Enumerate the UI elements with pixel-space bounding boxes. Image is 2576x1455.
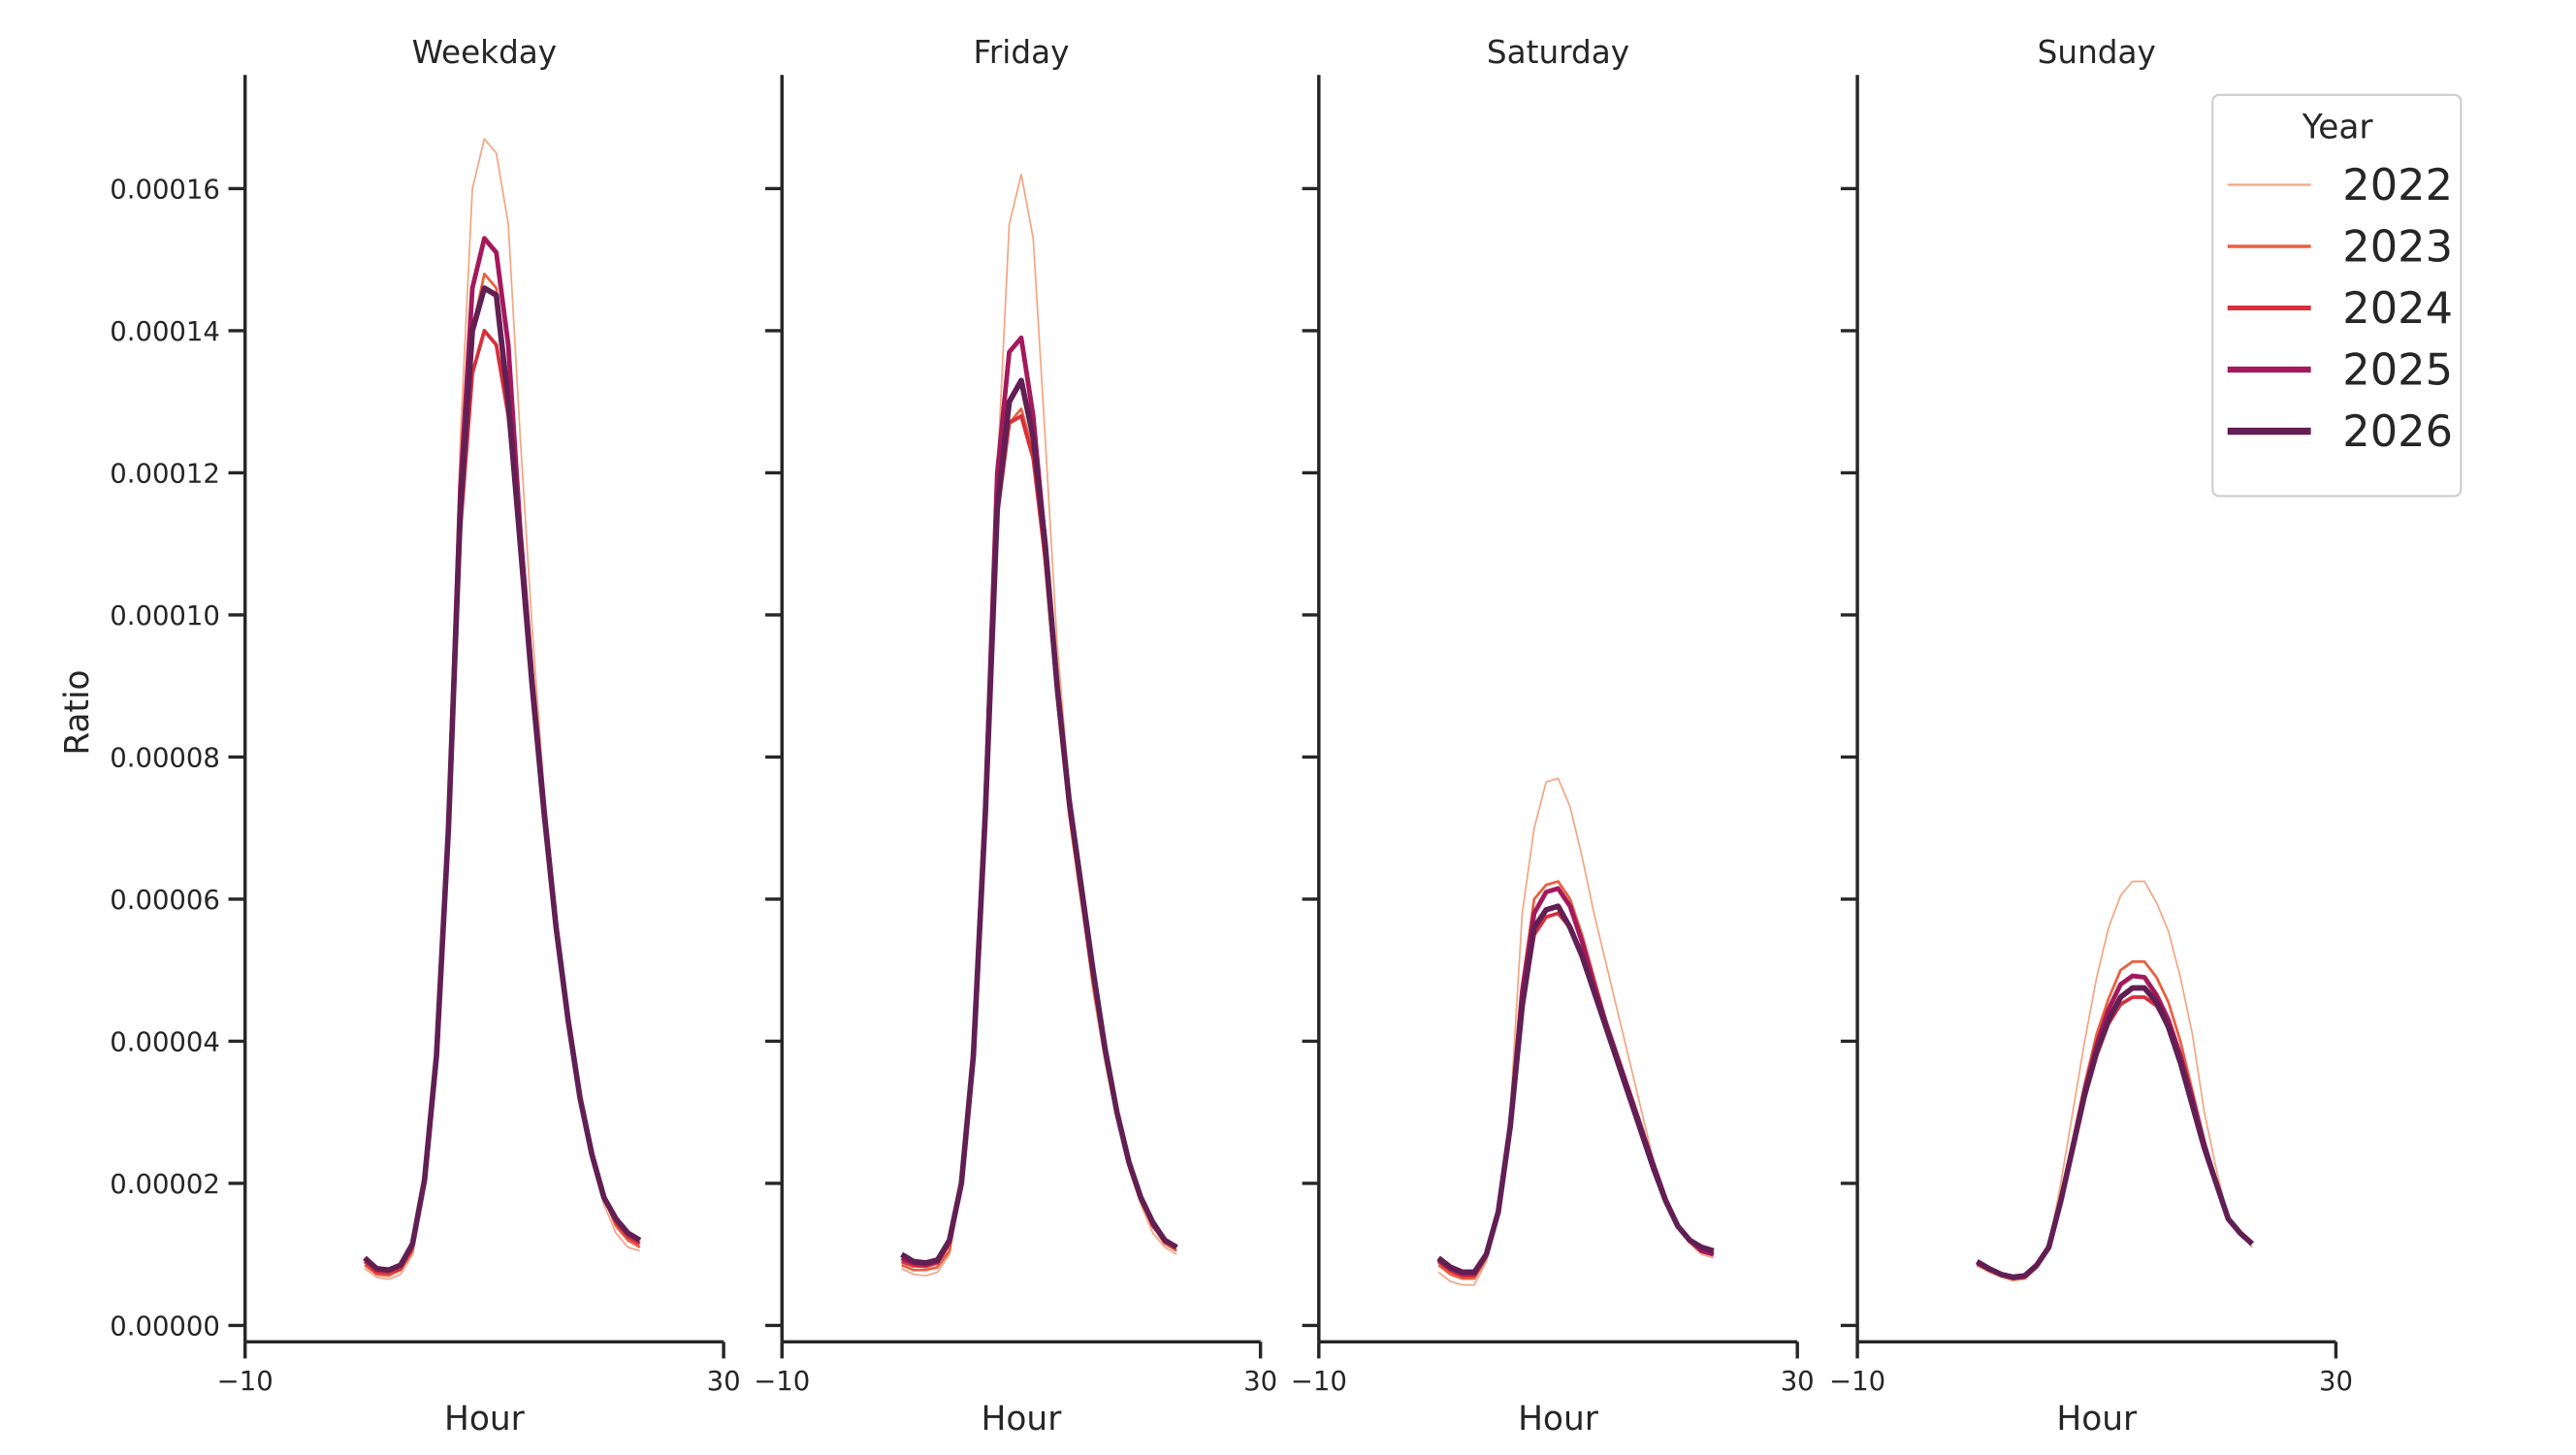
series-line: [1975, 985, 2255, 1280]
x-tick-label: 30: [1243, 1366, 1277, 1397]
series-line: [1976, 995, 2254, 1280]
series-line: [364, 272, 641, 1277]
legend-title: Year: [2302, 108, 2374, 146]
y-tick-label: 0.00000: [110, 1311, 220, 1342]
series-line: [363, 285, 642, 1274]
x-tick-label: −10: [217, 1366, 274, 1397]
x-axis-label: Hour: [444, 1400, 526, 1439]
legend-label: 2025: [2342, 344, 2453, 395]
series-line: [363, 329, 641, 1276]
series-line: [1976, 880, 2253, 1282]
x-tick-label: 30: [707, 1366, 741, 1397]
legend-label: 2023: [2342, 221, 2453, 272]
x-tick-label: 30: [2319, 1366, 2353, 1397]
x-tick-label: −10: [754, 1366, 810, 1397]
series-line: [1436, 903, 1715, 1276]
x-axis-label: Hour: [1518, 1400, 1599, 1439]
panel-title: Saturday: [1487, 34, 1629, 71]
panel-title: Sunday: [2038, 34, 2156, 71]
legend-box: [2211, 93, 2463, 498]
panel-title: Weekday: [412, 34, 558, 71]
y-tick-label: 0.00002: [110, 1169, 220, 1200]
y-axis-label: Ratio: [58, 669, 97, 755]
x-axis-label: Hour: [2056, 1400, 2138, 1439]
x-tick-label: 30: [1781, 1366, 1815, 1397]
y-tick-label: 0.00012: [110, 459, 220, 490]
legend-label: 2024: [2342, 283, 2453, 334]
series-line: [1976, 973, 2254, 1280]
y-tick-label: 0.00016: [110, 175, 220, 206]
y-tick-label: 0.00006: [110, 885, 220, 916]
series-line: [901, 173, 1177, 1277]
legend-label: 2022: [2342, 160, 2453, 210]
x-tick-label: −10: [1291, 1366, 1347, 1397]
x-axis-label: Hour: [982, 1400, 1063, 1439]
series-line: [901, 407, 1177, 1272]
y-tick-label: 0.00004: [110, 1027, 220, 1058]
y-tick-label: 0.00014: [110, 316, 220, 347]
series-line: [900, 413, 1178, 1269]
series-line: [900, 377, 1178, 1266]
legend-label: 2026: [2342, 406, 2453, 457]
panel-title: Friday: [973, 34, 1069, 71]
y-tick-label: 0.00010: [110, 600, 220, 631]
legend: Year 2022 2023 2024 2025 2026: [2211, 93, 2463, 498]
y-tick-label: 0.00008: [110, 743, 220, 774]
series-line: [1436, 911, 1715, 1278]
x-tick-label: −10: [1829, 1366, 1885, 1397]
series-line: [363, 236, 641, 1273]
